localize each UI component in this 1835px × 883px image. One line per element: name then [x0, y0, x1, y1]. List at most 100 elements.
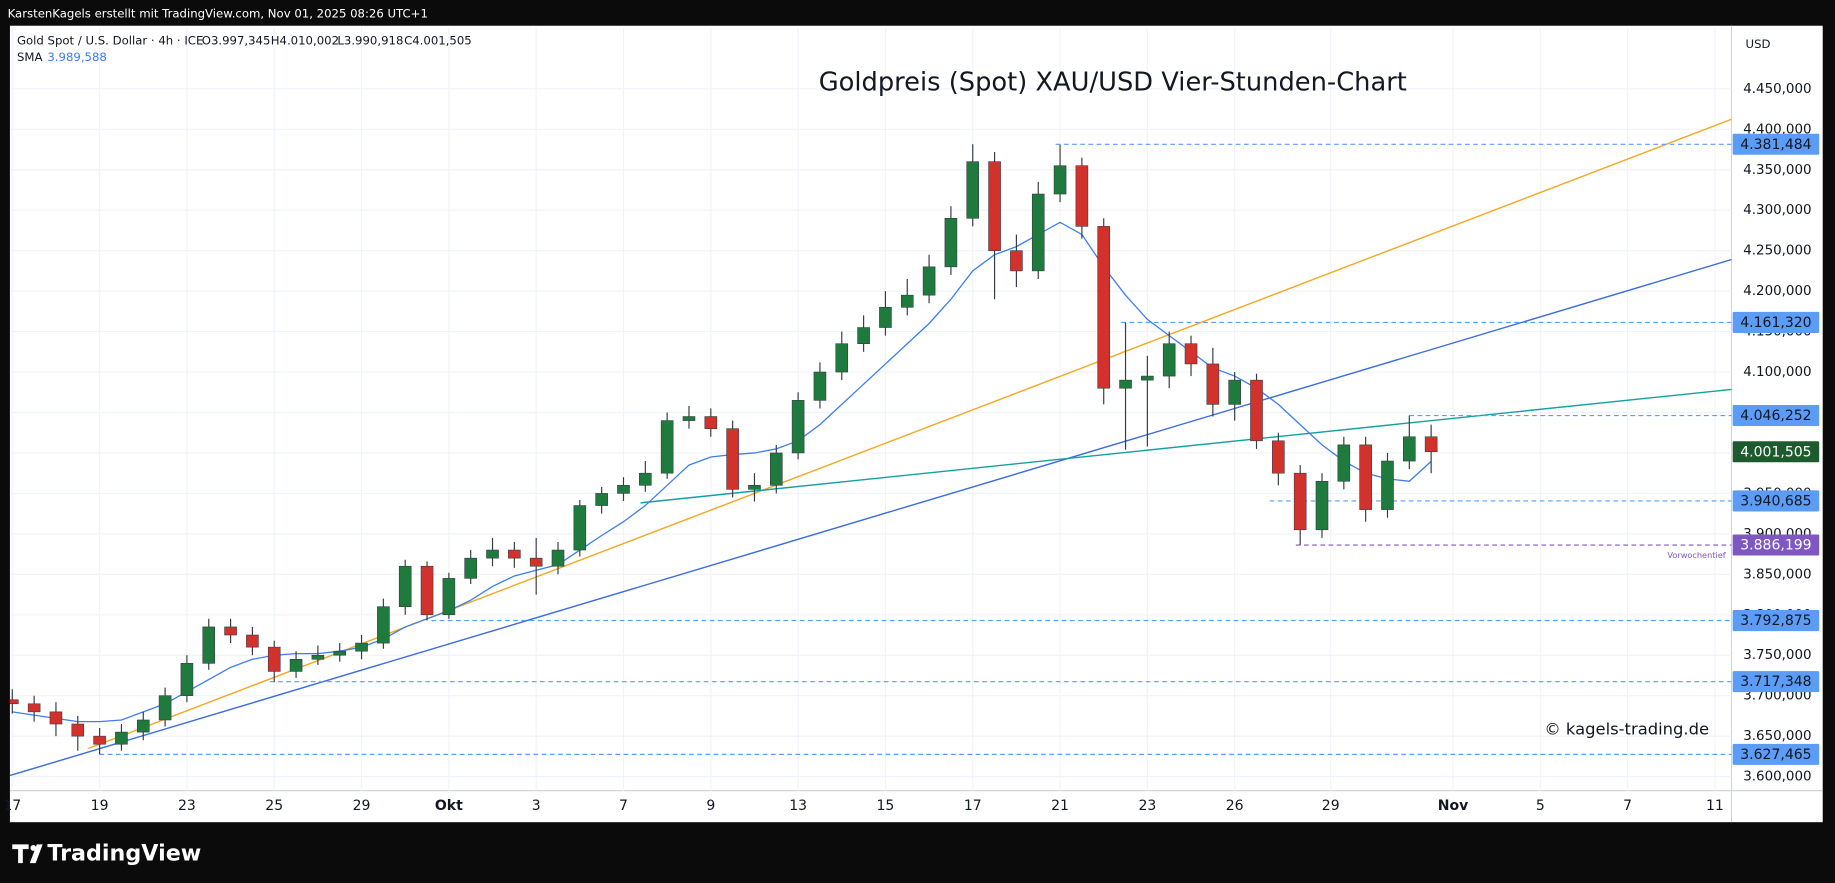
y-tick-label: 4.100,000	[1743, 365, 1811, 380]
level-badge-label: 4.381,484	[1740, 137, 1811, 153]
x-tick-label: 5	[1536, 798, 1545, 814]
candle-body	[115, 731, 128, 745]
level-badge-label: 4.161,320	[1740, 315, 1811, 331]
level-badge	[1732, 743, 1820, 765]
candle-body	[508, 549, 521, 559]
candle-body	[748, 485, 761, 490]
candle-body	[1293, 472, 1307, 531]
candle-body	[377, 606, 390, 644]
candle-body	[420, 565, 434, 616]
x-tick-label: 17	[3, 798, 21, 814]
x-tick-label: 26	[1226, 798, 1244, 814]
candle-body	[639, 472, 652, 486]
x-tick-label: 29	[353, 798, 371, 814]
candle-body	[573, 505, 587, 551]
candle-body	[1184, 343, 1198, 365]
level-badge	[1732, 311, 1820, 333]
candle-body	[1424, 436, 1438, 453]
x-tick-label: Okt	[435, 798, 463, 814]
open-label: O3.997,345	[202, 33, 271, 47]
candle-body	[1053, 165, 1067, 195]
candle-body	[769, 452, 783, 486]
candle-body	[988, 161, 1001, 251]
y-unit: USD	[1746, 37, 1771, 51]
grid	[9, 28, 1732, 791]
y-tick-label: 4.400,000	[1743, 122, 1811, 137]
candle-body	[464, 557, 477, 579]
candle-body	[704, 416, 718, 429]
candle-body	[93, 735, 106, 745]
candle-body	[224, 626, 237, 636]
candle-body	[1141, 375, 1154, 381]
y-tick-label: 3.850,000	[1743, 567, 1811, 582]
candle-body	[158, 695, 172, 721]
x-tick-label: 11	[1706, 798, 1724, 814]
candle-body	[267, 646, 281, 672]
candle-body	[246, 634, 259, 648]
y-tick-label: 3.700,000	[1743, 689, 1811, 704]
level-badge-label: 3.792,875	[1740, 613, 1811, 629]
candle-body	[966, 161, 980, 219]
level-note: Vorwochentief	[1667, 550, 1726, 560]
candle-body	[333, 650, 347, 656]
x-tick-label: 25	[265, 798, 283, 814]
x-tick-label: 23	[178, 798, 196, 814]
candle-body	[1075, 165, 1089, 227]
candle-body	[27, 703, 41, 713]
sma-value: 3.989,588	[47, 50, 106, 64]
candle-body	[1097, 226, 1111, 389]
level-badge-label: 3.940,685	[1740, 494, 1811, 510]
candle-body	[1403, 436, 1416, 462]
candle-body	[551, 549, 565, 567]
candle-body	[1162, 343, 1176, 377]
close-label: C4.001,505	[404, 33, 472, 47]
candle-body	[617, 485, 630, 494]
x-tick-label: 17	[964, 798, 982, 814]
x-tick-label: 7	[1623, 798, 1632, 814]
level-badge	[1732, 490, 1820, 512]
plot	[9, 118, 1732, 777]
candle-body	[726, 428, 739, 490]
candle-body	[1228, 379, 1241, 405]
candle-body	[398, 565, 412, 607]
y-tick-label: 4.450,000	[1743, 82, 1811, 97]
x-tick-label: 3	[532, 798, 541, 814]
level-badge	[1732, 671, 1820, 693]
candle-body	[442, 578, 456, 616]
candle-body	[136, 719, 150, 733]
sma-name: SMA	[17, 50, 43, 64]
candle-body	[857, 327, 870, 345]
x-tick-label: 23	[1138, 798, 1156, 814]
candle-body	[791, 400, 805, 454]
candle-body	[1337, 444, 1351, 482]
brand-logo	[12, 844, 43, 864]
y-tick-label: 4.250,000	[1743, 244, 1811, 259]
x-tick-label: 9	[706, 798, 715, 814]
last-price-badge-label: 4.001,505	[1740, 444, 1811, 460]
candle-body	[180, 663, 194, 696]
candle-body	[944, 218, 958, 268]
candle-body	[1272, 440, 1285, 474]
candle-body	[289, 658, 303, 672]
chart-title: Goldpreis (Spot) XAU/USD Vier-Stunden-Ch…	[819, 68, 1407, 98]
candle-body	[595, 493, 608, 506]
candle-body	[879, 307, 892, 328]
y-tick-label: 4.300,000	[1743, 203, 1811, 218]
level-badge-label: 4.046,252	[1740, 408, 1811, 424]
candle-body	[202, 626, 216, 664]
y-tick-label: 4.200,000	[1743, 284, 1811, 299]
level-badge	[1732, 405, 1820, 427]
level-badge-label: 3.717,348	[1740, 674, 1811, 690]
y-tick-label: 3.600,000	[1743, 770, 1811, 785]
y-tick-label: 4.350,000	[1743, 163, 1811, 178]
level-badge-label: 3.886,199	[1740, 538, 1811, 554]
candle-body	[486, 549, 499, 559]
x-tick-label: 29	[1322, 798, 1340, 814]
candle-body	[49, 711, 63, 725]
candle-body	[682, 416, 696, 421]
candle-body	[813, 371, 827, 401]
last-price-badge	[1732, 441, 1820, 463]
candle-body	[9, 699, 19, 705]
